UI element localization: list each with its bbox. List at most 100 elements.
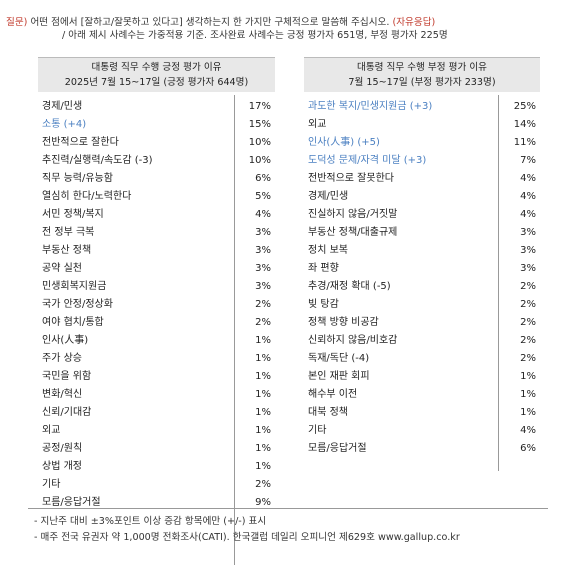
row-label: 인사(人事) (+5) [308,137,380,148]
question-label: 질문) [6,17,28,28]
row-label: 인사(人事) [42,335,89,346]
table-row: 외교 14% [304,116,540,134]
row-value: 7% [520,155,536,166]
row-label: 외교 [42,425,61,436]
row-value: 3% [520,245,536,256]
row-label: 전 정부 극복 [42,227,95,238]
table-row: 빚 탕감 2% [304,296,540,314]
row-label: 빚 탕감 [308,299,339,310]
row-value: 1% [255,461,271,472]
table-row: 신뢰/기대감 1% [38,404,275,422]
table-row: 국가 안정/정상화 2% [38,296,275,314]
footnote-1: - 지난주 대비 ±3%포인트 이상 증감 항목에만 (+/-) 표시 [34,516,267,527]
table-row: 도덕성 문제/자격 미달 (+3) 7% [304,152,540,170]
row-value: 2% [255,299,271,310]
row-label: 전반적으로 잘못한다 [308,173,394,184]
row-label: 열심히 한다/노력한다 [42,191,132,202]
negative-rows: 과도한 복지/민생지원금 (+3) 25% 외교 14% 인사(人事) (+5) 11% 도… [304,98,540,458]
row-label: 경제/민생 [308,191,349,202]
row-label: 국가 안정/정상화 [42,299,113,310]
table-row: 진실하지 않음/거짓말 4% [304,206,540,224]
table-row: 모름/응답거절 9% [38,494,275,512]
row-label: 소통 (+4) [42,119,87,130]
question-tag: (자유응답) [392,17,436,28]
table-row: 독재/독단 (-4) 2% [304,350,540,368]
table-row: 상법 개정 1% [38,458,275,476]
footer-divider [28,508,548,509]
row-label: 여야 협치/통합 [42,317,104,328]
row-value: 4% [520,425,536,436]
row-value: 4% [520,209,536,220]
table-row: 좌 편향 3% [304,260,540,278]
row-value: 4% [520,173,536,184]
question-text: 질문) 어떤 점에서 [잘하고/잘못하고 있다고] 생각하는지 한 가지만 구체… [6,16,556,42]
row-value: 5% [255,191,271,202]
table-row: 직무 능력/유능함 6% [38,170,275,188]
row-value: 2% [520,299,536,310]
table-row: 기타 2% [38,476,275,494]
row-value: 3% [255,245,271,256]
row-label: 진실하지 않음/거짓말 [308,209,398,220]
table-row: 공정/원칙 1% [38,440,275,458]
row-value: 2% [520,353,536,364]
question-note: / 아래 제시 사례수는 가중적용 기준. 조사완료 사례수는 긍정 평가자 6… [62,30,448,41]
table-row: 국민을 위함 1% [38,368,275,386]
row-value: 1% [520,407,536,418]
row-value: 6% [520,443,536,454]
row-label: 대북 정책 [308,407,348,418]
table-row: 서민 정책/복지 4% [38,206,275,224]
row-value: 3% [255,281,271,292]
table-row: 주가 상승 1% [38,350,275,368]
negative-divider [498,95,499,471]
row-value: 1% [255,371,271,382]
row-value: 15% [248,119,271,130]
row-label: 변화/혁신 [42,389,83,400]
row-label: 신뢰/기대감 [42,407,92,418]
positive-rows: 경제/민생 17% 소통 (+4) 15% 전반적으로 잘한다 10% 추진력/실행력/속도… [38,98,275,512]
table-row: 전 정부 극복 3% [38,224,275,242]
table-row: 민생회복지원금 3% [38,278,275,296]
row-value: 6% [255,173,271,184]
row-value: 4% [520,191,536,202]
table-row: 전반적으로 잘한다 10% [38,134,275,152]
row-value: 1% [255,389,271,400]
table-row: 전반적으로 잘못한다 4% [304,170,540,188]
negative-subtitle: 7월 15~17일 (부정 평가자 233명) [348,77,496,88]
table-row: 공약 실천 3% [38,260,275,278]
row-label: 국민을 위함 [42,371,92,382]
row-value: 14% [513,119,536,130]
table-row: 정치 보복 3% [304,242,540,260]
row-value: 3% [255,263,271,274]
table-row: 변화/혁신 1% [38,386,275,404]
positive-header: 대통령 직무 수행 긍정 평가 이유 2025년 7월 15~17일 (긍정 평… [38,57,275,92]
table-row: 해수부 이전 1% [304,386,540,404]
row-label: 기타 [308,425,327,436]
row-value: 1% [255,335,271,346]
row-label: 신뢰하지 않음/비호감 [308,335,398,346]
row-value: 10% [248,155,271,166]
table-row: 추경/재정 확대 (-5) 2% [304,278,540,296]
positive-divider [234,95,235,565]
negative-table: 대통령 직무 수행 부정 평가 이유 7월 15~17일 (부정 평가자 233… [304,57,540,471]
positive-subtitle: 2025년 7월 15~17일 (긍정 평가자 644명) [64,77,249,88]
table-row: 정책 방향 비공감 2% [304,314,540,332]
row-value: 1% [520,371,536,382]
row-label: 부동산 정책 [42,245,92,256]
row-value: 1% [255,425,271,436]
row-label: 전반적으로 잘한다 [42,137,119,148]
negative-header: 대통령 직무 수행 부정 평가 이유 7월 15~17일 (부정 평가자 233… [304,57,540,92]
table-row: 본인 재판 회피 1% [304,368,540,386]
row-label: 본인 재판 회피 [308,371,370,382]
row-value: 1% [255,353,271,364]
row-value: 4% [255,209,271,220]
table-row: 인사(人事) 1% [38,332,275,350]
row-value: 2% [520,281,536,292]
positive-table: 대통령 직무 수행 긍정 평가 이유 2025년 7월 15~17일 (긍정 평… [38,57,275,565]
table-row: 과도한 복지/민생지원금 (+3) 25% [304,98,540,116]
row-label: 모름/응답거절 [42,497,101,508]
row-label: 독재/독단 (-4) [308,353,370,364]
row-label: 공약 실천 [42,263,82,274]
row-label: 정책 방향 비공감 [308,317,379,328]
question-main: 어떤 점에서 [잘하고/잘못하고 있다고] 생각하는지 한 가지만 구체적으로 … [27,17,393,28]
row-label: 좌 편향 [308,263,339,274]
